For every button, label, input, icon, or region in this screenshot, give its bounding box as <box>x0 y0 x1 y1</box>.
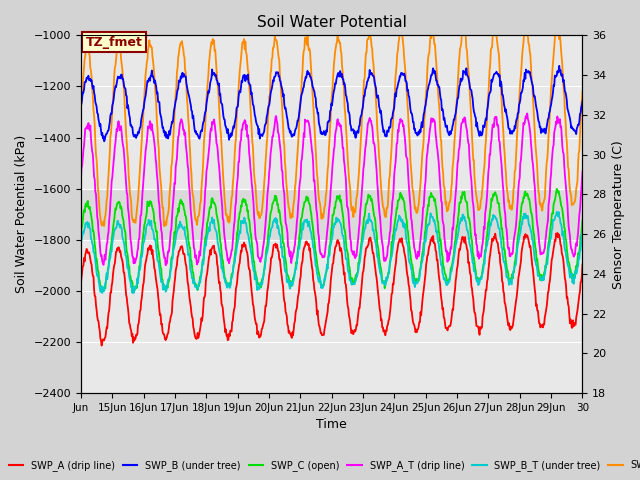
Text: TZ_fmet: TZ_fmet <box>86 36 143 48</box>
Y-axis label: Soil Water Potential (kPa): Soil Water Potential (kPa) <box>15 135 28 293</box>
X-axis label: Time: Time <box>316 419 347 432</box>
Title: Soil Water Potential: Soil Water Potential <box>257 15 406 30</box>
Legend: SWP_A (drip line), SWP_B (under tree), SWP_C (open), SWP_A_T (drip line), SWP_B_: SWP_A (drip line), SWP_B (under tree), S… <box>5 456 640 475</box>
Bar <box>81 189 582 240</box>
Y-axis label: Sensor Temperature (C): Sensor Temperature (C) <box>612 140 625 288</box>
